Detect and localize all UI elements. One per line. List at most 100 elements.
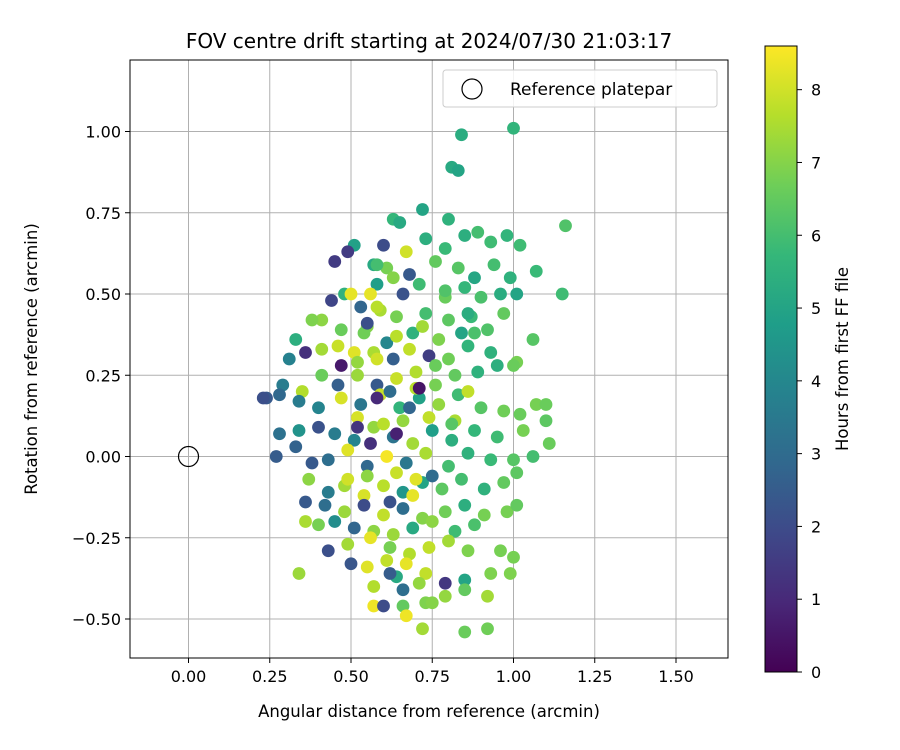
colorbar-tick-label: 7 xyxy=(811,153,821,172)
data-point xyxy=(399,456,413,470)
data-point xyxy=(442,352,455,366)
data-point xyxy=(360,560,374,574)
data-point xyxy=(425,469,439,483)
data-point xyxy=(458,498,472,512)
data-point xyxy=(390,310,403,324)
data-point xyxy=(289,440,303,454)
data-point xyxy=(442,313,455,327)
data-point xyxy=(507,121,520,135)
data-point xyxy=(364,287,377,301)
data-point xyxy=(507,359,520,372)
data-point xyxy=(526,333,540,346)
data-point xyxy=(487,258,501,272)
data-point xyxy=(351,355,364,369)
data-point xyxy=(448,368,462,382)
legend-marker xyxy=(461,78,483,100)
data-point xyxy=(318,498,332,512)
colorbar-label: Hours from first FF file xyxy=(833,267,852,451)
data-point xyxy=(461,307,475,320)
data-point xyxy=(370,378,384,392)
legend-box xyxy=(442,69,718,108)
data-point xyxy=(526,450,540,463)
data-point xyxy=(419,307,433,320)
data-point xyxy=(370,352,384,366)
data-point xyxy=(429,255,442,268)
data-point xyxy=(455,326,468,340)
data-point xyxy=(503,567,517,580)
data-point xyxy=(425,424,439,437)
data-point xyxy=(396,287,410,301)
data-point xyxy=(390,372,403,385)
data-point xyxy=(429,359,442,372)
colorbar-gradient xyxy=(764,45,798,673)
colorbar-tick-label: 0 xyxy=(811,663,821,682)
data-point xyxy=(344,287,358,301)
data-point xyxy=(438,576,452,590)
data-point xyxy=(292,424,306,437)
data-point xyxy=(269,450,283,463)
data-point xyxy=(494,544,507,558)
data-point xyxy=(315,342,329,356)
data-point xyxy=(461,446,475,460)
data-point xyxy=(438,505,452,519)
data-point xyxy=(341,472,355,486)
data-point xyxy=(383,567,397,580)
data-point xyxy=(477,508,491,522)
data-point xyxy=(539,414,553,428)
data-point xyxy=(448,524,462,538)
data-point xyxy=(321,453,335,467)
data-point xyxy=(510,287,524,301)
data-point xyxy=(468,424,481,437)
data-points xyxy=(256,121,572,639)
data-point xyxy=(347,433,361,447)
data-point xyxy=(451,164,465,177)
data-point xyxy=(529,398,543,411)
data-point xyxy=(494,287,507,301)
data-point xyxy=(292,567,306,580)
data-point xyxy=(461,544,475,558)
colorbar-tick-label: 1 xyxy=(811,590,821,609)
data-point xyxy=(386,271,400,285)
y-axis: −0.50 −0.25 0.00 0.25 0.50 0.75 1.00 xyxy=(72,123,130,629)
y-tick-label: 0.50 xyxy=(85,285,121,304)
data-point xyxy=(481,323,494,337)
data-point xyxy=(393,401,407,415)
data-point xyxy=(412,576,426,590)
data-point xyxy=(367,599,381,613)
data-point xyxy=(370,391,384,405)
data-point xyxy=(360,316,374,330)
data-point xyxy=(331,339,345,353)
data-point xyxy=(347,521,361,535)
data-point xyxy=(429,378,442,392)
data-point xyxy=(438,242,452,255)
data-point xyxy=(490,430,504,444)
data-point xyxy=(471,225,485,239)
data-point xyxy=(500,229,514,242)
data-point xyxy=(364,437,377,450)
data-point xyxy=(416,203,429,216)
data-point xyxy=(458,625,472,639)
data-point xyxy=(445,433,459,447)
data-point xyxy=(357,326,371,340)
data-point xyxy=(383,385,397,398)
data-point xyxy=(299,495,312,509)
data-point xyxy=(380,450,394,463)
data-point xyxy=(451,261,465,275)
data-point xyxy=(370,300,384,314)
data-point xyxy=(347,346,361,359)
data-point xyxy=(403,547,416,561)
data-point xyxy=(445,417,459,431)
data-point xyxy=(507,550,520,564)
data-point xyxy=(416,622,429,636)
data-point xyxy=(409,472,423,486)
x-axis: 0.00 0.25 0.50 0.75 1.00 1.25 1.50 xyxy=(171,658,694,686)
data-point xyxy=(458,583,472,597)
data-point xyxy=(451,388,465,402)
data-point xyxy=(510,466,524,480)
data-point xyxy=(299,515,312,528)
data-point xyxy=(357,498,371,512)
data-point xyxy=(377,238,390,252)
data-point xyxy=(529,264,543,278)
x-tick-label: 0.25 xyxy=(252,667,288,686)
